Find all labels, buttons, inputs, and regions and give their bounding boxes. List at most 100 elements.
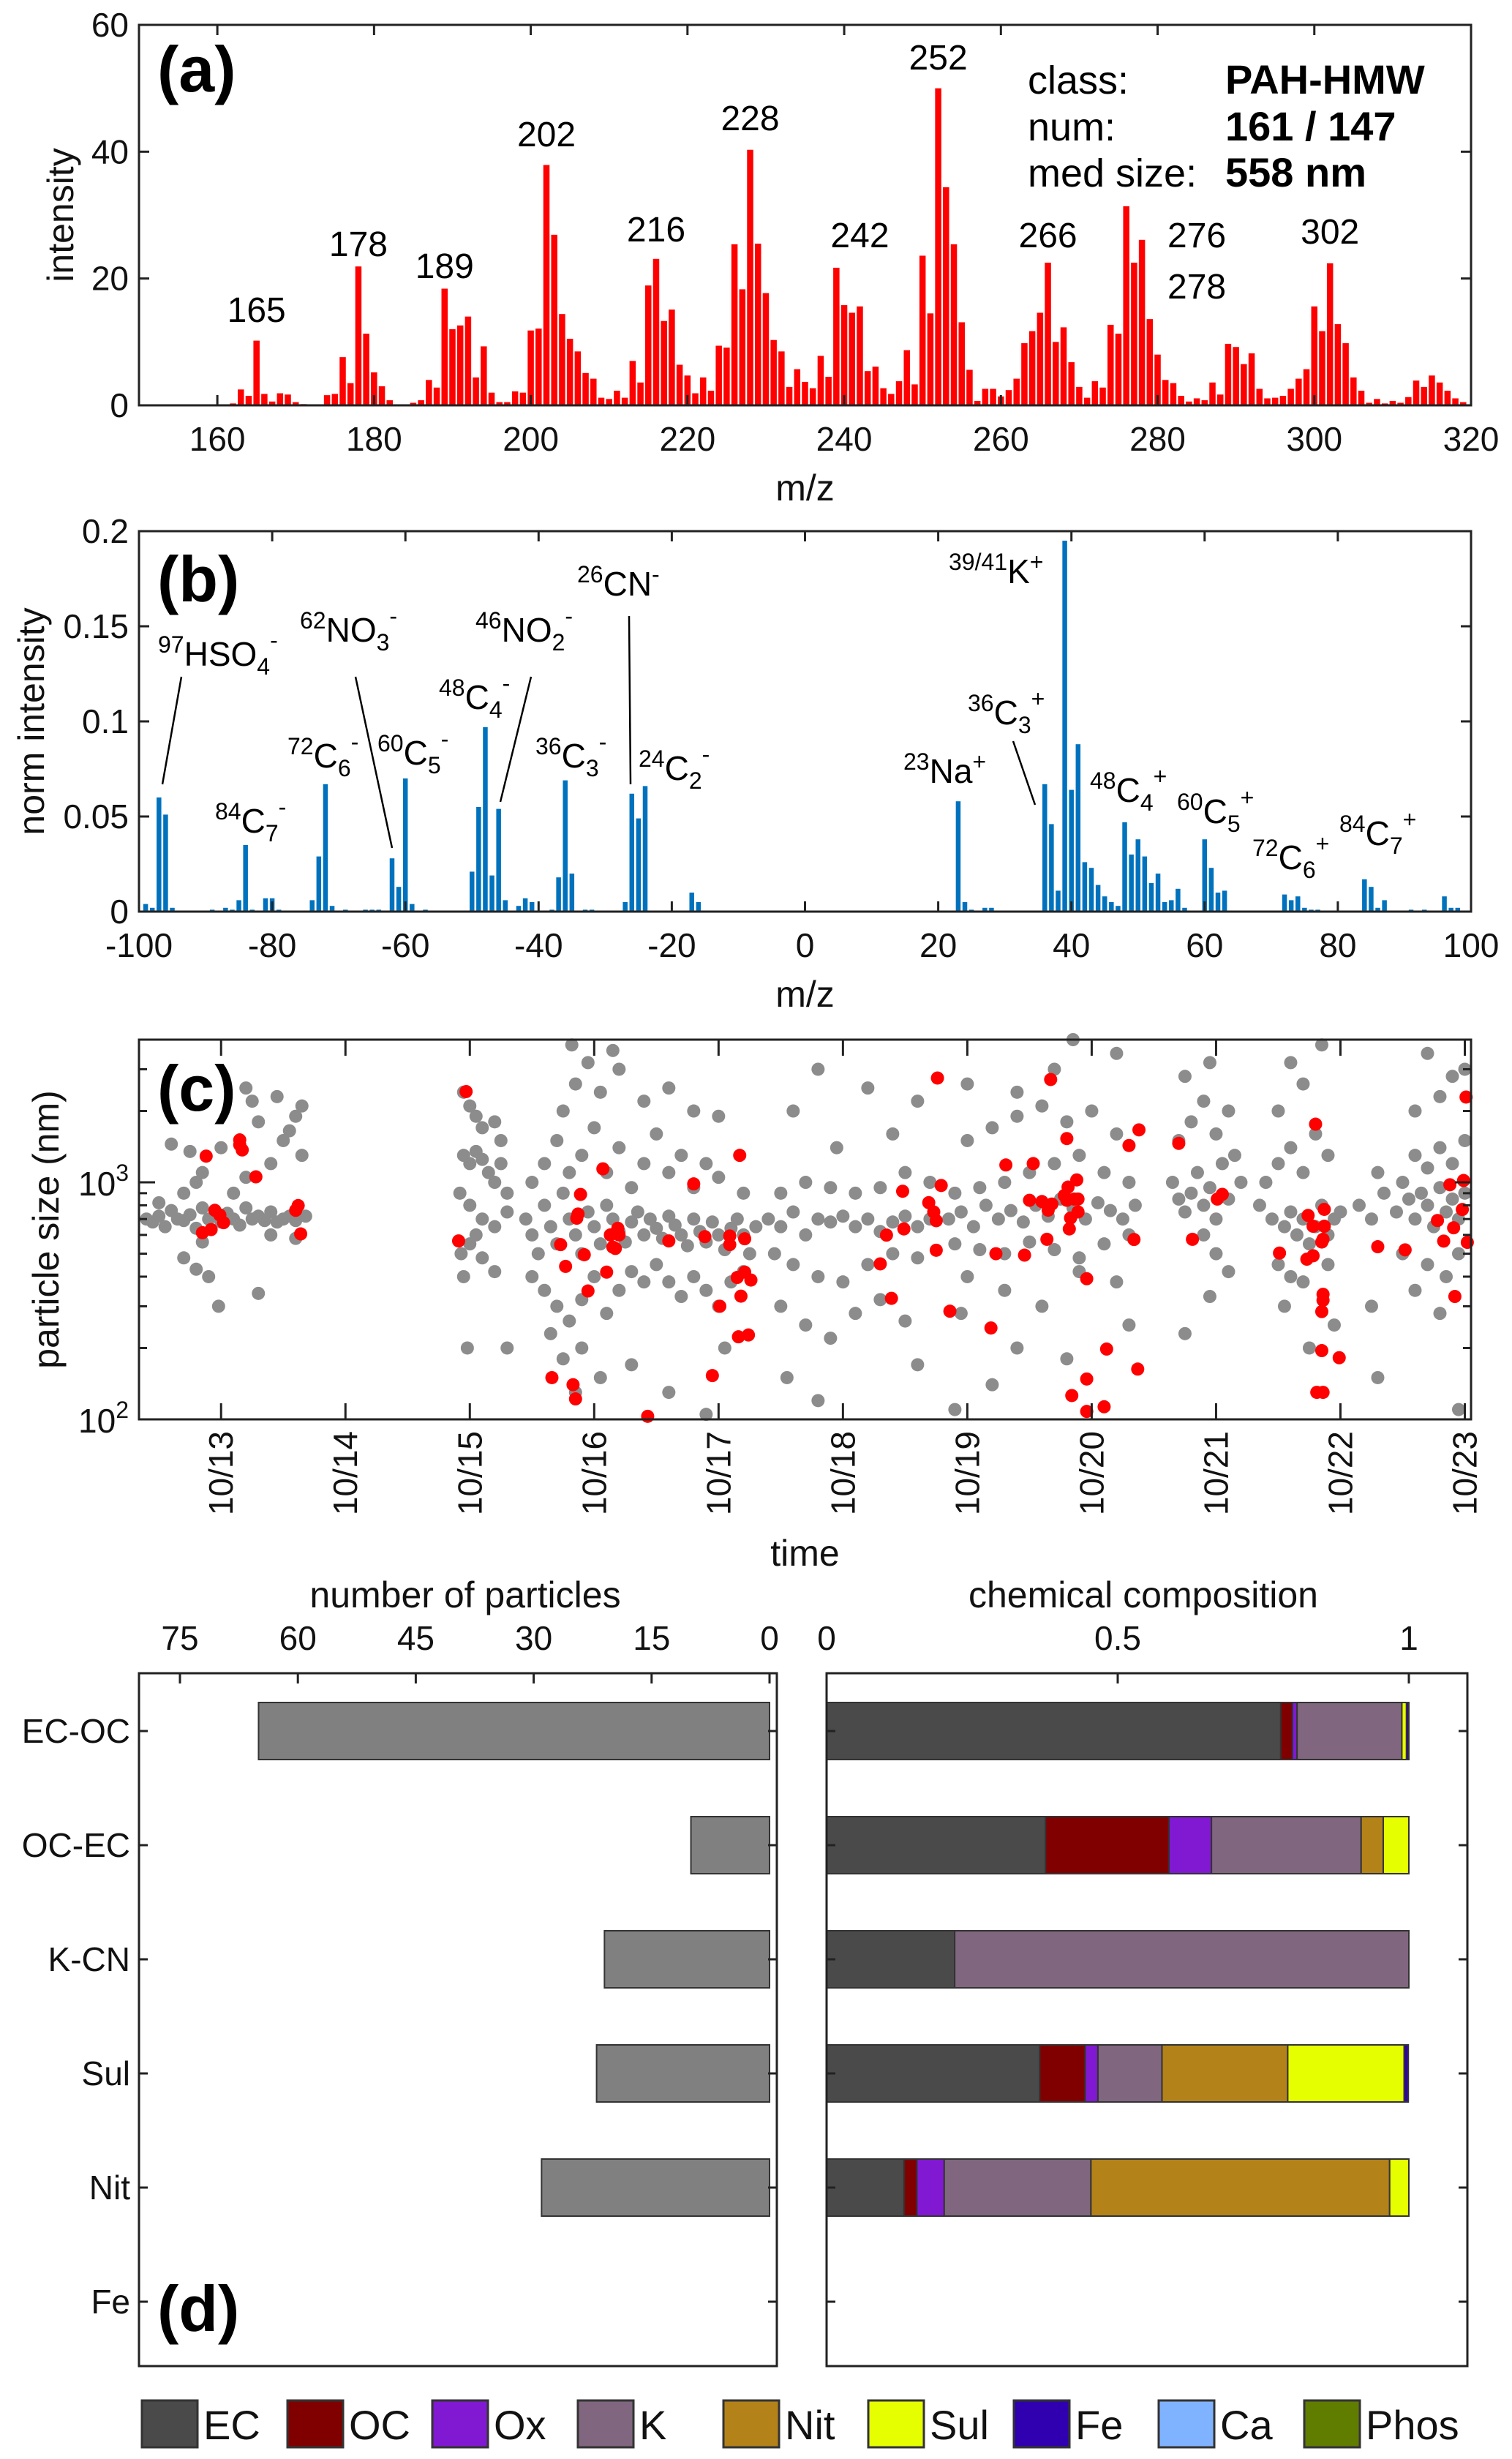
spectrum-bar — [1083, 397, 1091, 405]
scatter-point-class — [1080, 1272, 1094, 1285]
scatter-point-class — [236, 1143, 249, 1157]
scatter-point — [587, 1269, 601, 1283]
scatter-point — [488, 1115, 502, 1129]
scatter-point — [282, 1124, 296, 1138]
y-tick-label: 60 — [91, 6, 129, 44]
scatter-point — [1433, 1089, 1447, 1103]
composition-segment-sul — [1382, 1816, 1410, 1874]
scatter-point — [593, 1085, 607, 1099]
scatter-point-class — [897, 1222, 911, 1236]
category-label: EC-OC — [22, 1712, 130, 1750]
ion-charge: + — [1030, 549, 1044, 575]
legend: EC OC Ox K Nit Sul Fe Ca Phos — [140, 2399, 1459, 2449]
scatter-point — [966, 1220, 980, 1234]
scatter-point — [774, 1220, 788, 1234]
scatter-point-class — [1080, 1372, 1094, 1386]
legend-item-phos: Phos — [1303, 2399, 1459, 2449]
scatter-point — [463, 1198, 477, 1212]
spectrum-bar — [696, 902, 702, 912]
scatter-point — [948, 1237, 962, 1251]
peak-annotation: 72C6- — [287, 729, 358, 781]
scatter-point — [525, 1176, 539, 1190]
scatter-point — [824, 1332, 838, 1345]
spectrum-bar — [1222, 890, 1227, 912]
scatter-point — [662, 1275, 676, 1289]
scatter-point — [195, 1165, 209, 1179]
isotope-mass: 72 — [1252, 835, 1279, 861]
spectrum-bar — [786, 386, 793, 405]
spectrum-bar — [410, 904, 415, 912]
spectrum-bar — [1369, 887, 1374, 912]
scatter-point — [1284, 1141, 1298, 1155]
ion-formula: C — [465, 678, 489, 716]
scatter-point — [1458, 1133, 1472, 1147]
y-axis-label: norm intensity — [11, 607, 52, 835]
tick-base: 10 — [78, 1165, 116, 1203]
spectrum-bar — [747, 149, 753, 405]
scatter-point — [252, 1286, 266, 1300]
composition-segment-ec — [826, 1702, 1282, 1760]
scatter-point-class — [1314, 1344, 1328, 1358]
scatter-point — [494, 1133, 508, 1147]
x-tick-label: 0 — [796, 926, 815, 964]
scatter-point — [1439, 1205, 1453, 1219]
ion-subscript: 4 — [1140, 789, 1154, 816]
ion-formula: C — [562, 737, 586, 775]
scatter-point — [1172, 1192, 1186, 1206]
ion-formula: Na — [930, 752, 973, 790]
spectrum-bar — [629, 793, 635, 912]
scatter-point — [637, 1275, 651, 1289]
scatter-point — [973, 1243, 987, 1257]
spectrum-bar — [1170, 383, 1177, 405]
spectrum-bar — [1088, 868, 1094, 912]
scatter-point — [1259, 1176, 1273, 1190]
spectrum-bar — [982, 907, 988, 912]
info-value: 161 / 147 — [1225, 103, 1396, 149]
scatter-point — [680, 1239, 694, 1253]
spectrum-bar — [441, 288, 448, 405]
scatter-point — [1421, 1161, 1434, 1175]
x-tick-label: 75 — [161, 1619, 198, 1657]
scatter-point — [1296, 1275, 1310, 1289]
scatter-point-class — [1448, 1290, 1462, 1304]
scatter-point-class — [742, 1328, 756, 1342]
axes-frame-right — [825, 1672, 1469, 2368]
scatter-point — [1421, 1046, 1434, 1060]
spectrum-bar — [1076, 386, 1083, 405]
scatter-point — [1284, 1269, 1298, 1283]
spectrum-bar — [1075, 744, 1081, 912]
peak-annotation: 48C4+ — [1090, 763, 1167, 816]
spectrum-bar — [268, 401, 276, 405]
spectrum-bar — [535, 329, 542, 405]
scatter-point — [1048, 1243, 1061, 1257]
scatter-point — [873, 1181, 887, 1195]
scatter-point — [481, 1165, 495, 1179]
scatter-point-class — [733, 1149, 747, 1163]
ion-charge: + — [1031, 686, 1045, 712]
spectrum-bar — [927, 313, 934, 405]
peak-annotation: 84C7+ — [1339, 806, 1416, 859]
scatter-point-class — [294, 1227, 308, 1241]
spectrum-bar — [1271, 397, 1279, 405]
spectrum-bar — [590, 378, 597, 405]
scatter-point — [699, 1283, 713, 1297]
spectrum-bar — [1282, 894, 1287, 912]
spectrum-bar — [1142, 856, 1148, 912]
scatter-point — [886, 1127, 900, 1141]
spectrum-bar — [410, 402, 417, 405]
scatter-point — [761, 1212, 775, 1226]
scatter-point — [550, 1299, 564, 1313]
isotope-mass: 36 — [968, 690, 994, 716]
spectrum-bar — [1241, 364, 1247, 405]
scatter-point — [960, 1269, 974, 1283]
ion-charge: - — [270, 627, 278, 653]
spectrum-bar — [962, 902, 968, 912]
scatter-point — [948, 1403, 962, 1416]
x-tick-label: 10/22 — [1321, 1431, 1359, 1515]
spectrum-bar — [1115, 334, 1122, 405]
scatter-point — [637, 1095, 651, 1108]
scatter-point — [898, 1314, 912, 1328]
scatter-point — [1004, 1204, 1018, 1217]
scatter-point — [699, 1157, 713, 1171]
spectrum-bar — [292, 402, 299, 405]
